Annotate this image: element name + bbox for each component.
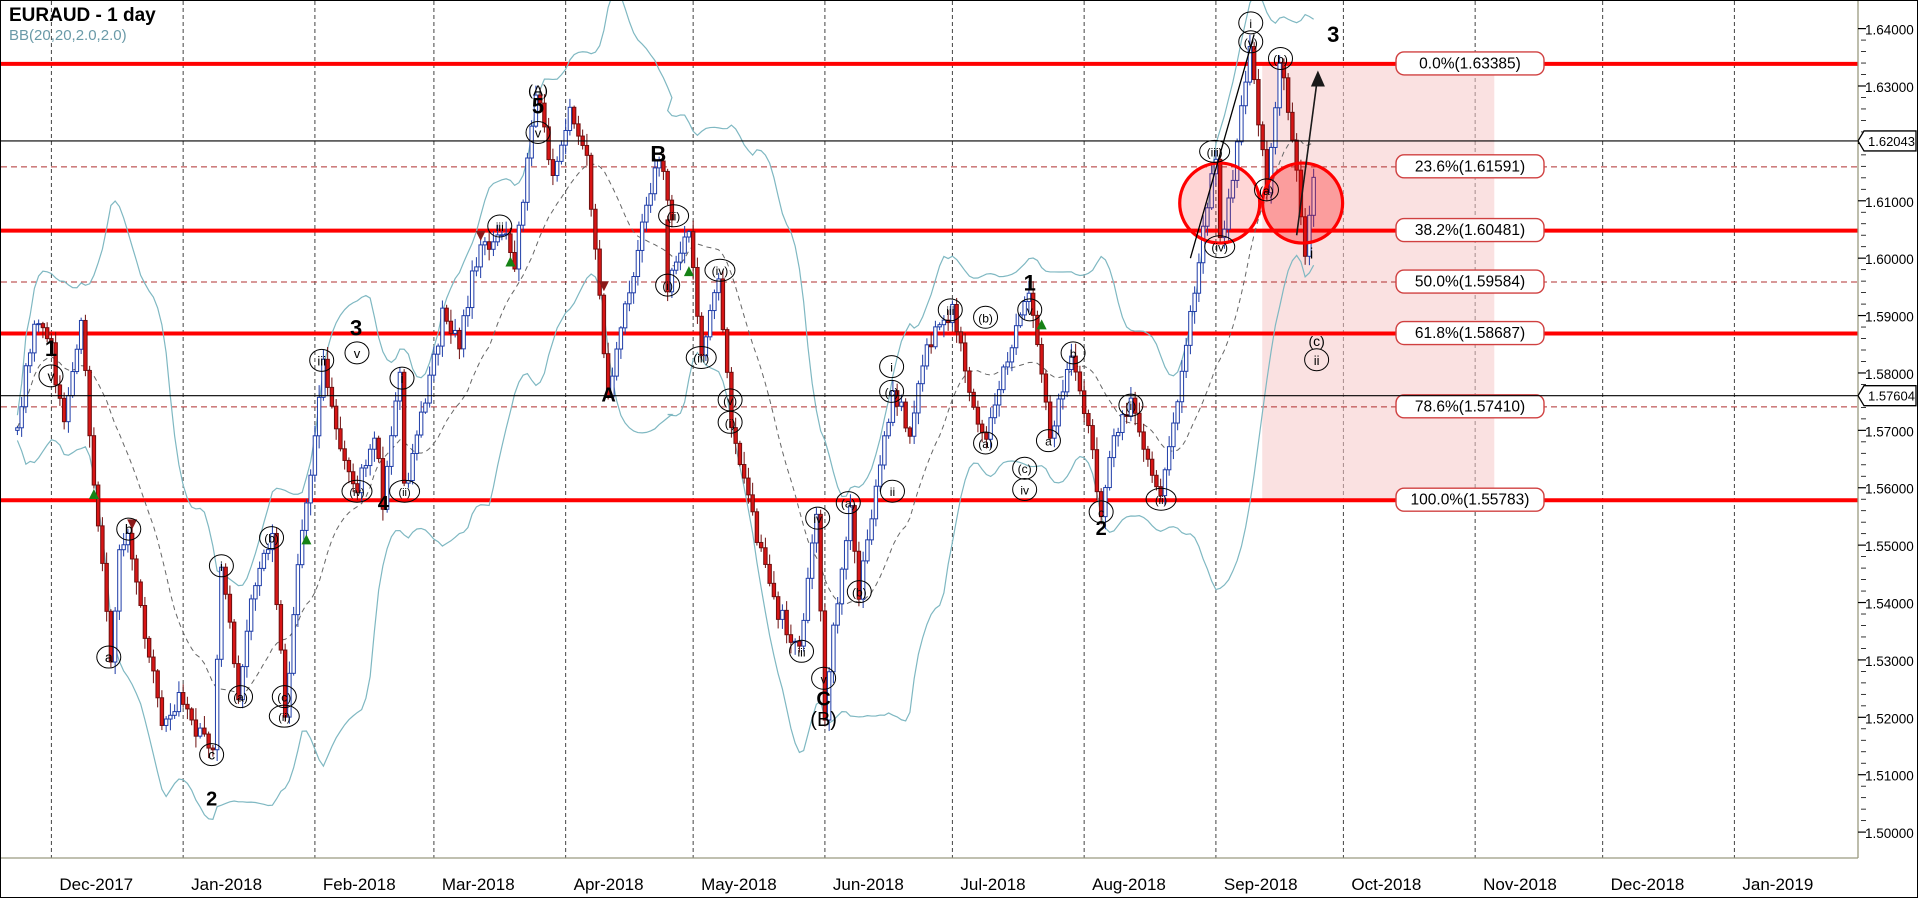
svg-text:Jun-2018: Jun-2018 <box>833 875 904 894</box>
svg-text:(i): (i) <box>662 279 673 293</box>
svg-text:3: 3 <box>350 315 362 340</box>
svg-text:Sep-2018: Sep-2018 <box>1224 875 1298 894</box>
svg-text:5: 5 <box>532 93 544 118</box>
svg-text:1: 1 <box>1024 271 1036 296</box>
svg-text:1.57000: 1.57000 <box>1865 424 1914 439</box>
svg-text:v: v <box>535 125 542 140</box>
svg-text:(ii): (ii) <box>667 210 680 224</box>
svg-text:(iii): (iii) <box>693 351 709 365</box>
svg-text:a: a <box>1045 435 1052 449</box>
svg-text:c: c <box>208 747 215 763</box>
svg-text:4: 4 <box>378 493 390 515</box>
svg-text:38.2%(1.60481): 38.2%(1.60481) <box>1415 222 1525 239</box>
svg-text:61.8%(1.58687): 61.8%(1.58687) <box>1415 325 1525 342</box>
svg-text:Oct-2018: Oct-2018 <box>1351 875 1421 894</box>
svg-text:1.57604: 1.57604 <box>1868 389 1915 404</box>
svg-text:2: 2 <box>1096 518 1107 540</box>
svg-text:1.50000: 1.50000 <box>1865 826 1914 841</box>
svg-text:(iv): (iv) <box>349 487 364 499</box>
svg-text:1.59000: 1.59000 <box>1865 310 1914 325</box>
svg-text:100.0%(1.55783): 100.0%(1.55783) <box>1411 492 1530 509</box>
svg-text:1.53000: 1.53000 <box>1865 654 1914 669</box>
svg-text:Nov-2018: Nov-2018 <box>1483 875 1557 894</box>
svg-text:v: v <box>47 368 54 384</box>
svg-text:(ii): (ii) <box>278 712 290 724</box>
svg-text:i: i <box>1310 246 1313 263</box>
svg-text:(iv): (iv) <box>1211 241 1228 255</box>
svg-text:(iii): (iii) <box>1207 145 1223 159</box>
svg-text:(b): (b) <box>852 586 867 600</box>
svg-text:Mar-2018: Mar-2018 <box>442 875 515 894</box>
svg-text:Feb-2018: Feb-2018 <box>323 875 396 894</box>
svg-text:1.51000: 1.51000 <box>1865 769 1914 784</box>
svg-text:iv: iv <box>813 512 822 526</box>
svg-text:(v): (v) <box>723 394 737 408</box>
svg-text:(i): (i) <box>725 416 736 430</box>
svg-text:Apr-2018: Apr-2018 <box>574 875 644 894</box>
svg-text:C: C <box>816 689 830 711</box>
svg-text:(b): (b) <box>978 311 993 325</box>
svg-text:(c): (c) <box>885 385 899 399</box>
svg-text:Dec-2017: Dec-2017 <box>59 875 133 894</box>
svg-text:1.54000: 1.54000 <box>1865 597 1914 612</box>
svg-text:1.60000: 1.60000 <box>1865 252 1914 267</box>
svg-text:1: 1 <box>45 336 57 361</box>
svg-text:1.52000: 1.52000 <box>1865 711 1914 726</box>
svg-text:Jan-2018: Jan-2018 <box>191 875 262 894</box>
svg-text:(b): (b) <box>1273 52 1288 66</box>
svg-text:May-2018: May-2018 <box>701 875 777 894</box>
svg-text:i: i <box>220 559 223 574</box>
svg-text:1.62043: 1.62043 <box>1868 134 1915 149</box>
svg-text:A: A <box>601 384 615 406</box>
svg-text:Aug-2018: Aug-2018 <box>1092 875 1166 894</box>
svg-text:1.64000: 1.64000 <box>1865 23 1914 38</box>
svg-text:v: v <box>1027 304 1033 318</box>
svg-text:iv: iv <box>1020 483 1029 497</box>
svg-text:(B): (B) <box>810 709 837 731</box>
svg-text:3: 3 <box>1327 22 1339 47</box>
svg-text:v: v <box>354 346 361 361</box>
svg-text:(ii): (ii) <box>1155 495 1167 507</box>
svg-text:Jan-2019: Jan-2019 <box>1742 875 1813 894</box>
svg-text:(a): (a) <box>1259 184 1274 198</box>
svg-text:(b): (b) <box>264 532 279 546</box>
svg-text:(a): (a) <box>978 437 993 451</box>
svg-text:ii: ii <box>890 485 895 499</box>
svg-text:0.0%(1.63385): 0.0%(1.63385) <box>1419 55 1521 72</box>
svg-text:1.63000: 1.63000 <box>1865 80 1914 95</box>
svg-text:78.6%(1.57410): 78.6%(1.57410) <box>1415 398 1525 415</box>
svg-text:(iv): (iv) <box>712 264 729 278</box>
svg-text:(c): (c) <box>1308 333 1324 349</box>
svg-text:i: i <box>1249 17 1252 31</box>
svg-text:iii: iii <box>496 220 504 234</box>
svg-text:Jul-2018: Jul-2018 <box>960 875 1025 894</box>
svg-text:i: i <box>890 361 893 375</box>
svg-text:b: b <box>125 521 133 537</box>
svg-text:iii: iii <box>317 353 326 368</box>
svg-text:2: 2 <box>206 789 217 811</box>
svg-text:1.61000: 1.61000 <box>1865 195 1914 210</box>
svg-text:(c): (c) <box>1018 462 1032 476</box>
svg-text:i: i <box>401 371 404 386</box>
svg-text:b: b <box>1070 347 1077 361</box>
svg-text:Dec-2018: Dec-2018 <box>1611 875 1685 894</box>
svg-text:iii: iii <box>946 304 954 318</box>
svg-text:ii: ii <box>1314 353 1320 368</box>
svg-text:v: v <box>821 672 827 686</box>
svg-text:1.56000: 1.56000 <box>1865 482 1914 497</box>
svg-text:(v): (v) <box>1244 36 1258 50</box>
svg-text:a: a <box>105 649 113 665</box>
svg-text:B: B <box>650 142 666 167</box>
svg-text:iii: iii <box>798 645 806 659</box>
svg-text:23.6%(1.61591): 23.6%(1.61591) <box>1415 158 1525 175</box>
svg-text:(c): (c) <box>277 691 291 705</box>
svg-text:(ii): (ii) <box>398 487 410 499</box>
svg-text:(i): (i) <box>1126 399 1137 413</box>
svg-text:(a): (a) <box>233 691 248 705</box>
svg-text:(a): (a) <box>841 497 856 511</box>
svg-text:50.0%(1.59584): 50.0%(1.59584) <box>1415 274 1525 291</box>
svg-text:1.55000: 1.55000 <box>1865 539 1914 554</box>
svg-text:1.58000: 1.58000 <box>1865 367 1914 382</box>
